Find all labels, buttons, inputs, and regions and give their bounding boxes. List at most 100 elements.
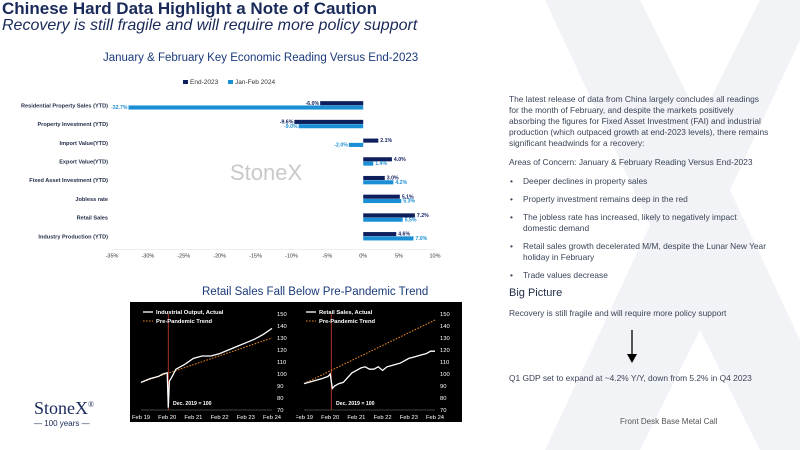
- bar-end2023: [363, 232, 397, 237]
- category-label: Residential Property Sales (YTD): [21, 103, 108, 109]
- legend-label-trend: Pre-Pandemic Trend: [319, 319, 376, 325]
- legend-swatch-end2023: [183, 80, 188, 84]
- legend-label-trend: Pre-Pandemic Trend: [156, 319, 213, 325]
- x-tick-label: Feb 22: [374, 415, 392, 421]
- y-tick-label: 120: [440, 348, 450, 354]
- data-label: 4.6%: [398, 232, 410, 238]
- industrial-output-chart: 70 80 90 100 110 120 130 140 150 Feb 19 Feb 20 Feb …: [132, 310, 287, 421]
- data-label: 7.2%: [417, 213, 429, 219]
- bar-janfeb2024: [363, 236, 414, 241]
- trend-line: [140, 337, 273, 383]
- y-tick-label: 70: [440, 408, 446, 414]
- page-subtitle: Recovery is still fragile and will requi…: [2, 17, 418, 34]
- y-tick-label: 140: [277, 324, 287, 330]
- x-tick-label: Feb 21: [184, 415, 202, 421]
- list-item: The jobless rate has increased, likely t…: [509, 212, 771, 234]
- x-tick-label: Feb 20: [158, 415, 176, 421]
- x-tick-label: Feb 24: [426, 415, 445, 421]
- data-label: 4.2%: [395, 180, 407, 186]
- x-tick-label: Feb 20: [321, 415, 339, 421]
- x-tick-label: 10%: [429, 254, 440, 260]
- bar-janfeb2024: [363, 217, 403, 222]
- bar-end2023: [320, 101, 364, 106]
- bar-end2023: [363, 213, 415, 218]
- category-label: Industry Production (YTD): [38, 234, 108, 240]
- bar-janfeb2024: [298, 124, 364, 129]
- x-tick-label: -5%: [322, 254, 332, 260]
- x-tick-label: Feb 19: [132, 415, 150, 421]
- bar-janfeb2024: [128, 105, 364, 110]
- x-tick-label: Feb 23: [237, 415, 255, 421]
- stonex-watermark: StoneX: [230, 160, 302, 185]
- y-tick-label: 130: [440, 336, 450, 342]
- x-tick-label: Feb 22: [211, 415, 229, 421]
- legend-label-actual: Retail Sales, Actual: [319, 310, 373, 316]
- line-charts-panel: [130, 302, 462, 422]
- list-item: Property investment remains deep in the …: [509, 194, 771, 205]
- bar-chart: End-2023 Jan-Feb 2024 -35% -30% -25% -20% -1…: [21, 79, 441, 260]
- concerns-heading: Areas of Concern: January & February Rea…: [509, 157, 753, 167]
- category-label: Jobless rate: [75, 197, 108, 203]
- gdp-forecast-text: Q1 GDP set to expand at ~4.2% Y/Y, down …: [509, 373, 752, 383]
- data-label: 1.4%: [375, 161, 387, 167]
- y-tick-label: 80: [440, 396, 446, 402]
- data-label: -2.0%: [334, 142, 348, 148]
- y-tick-label: 120: [277, 348, 287, 354]
- data-label: 3.0%: [387, 176, 399, 182]
- bar-end2023: [363, 138, 379, 143]
- y-tick-label: 70: [277, 408, 283, 414]
- trend-line: [303, 319, 436, 385]
- legend-swatch-janfeb2024: [228, 80, 233, 84]
- y-tick-label: 100: [440, 372, 450, 378]
- x-tick-label: Feb 24: [263, 415, 282, 421]
- bar-janfeb2024: [363, 198, 402, 204]
- index-note: Dec. 2019 = 100: [336, 401, 375, 407]
- bar-end2023: [294, 119, 364, 124]
- bar-janfeb2024: [363, 161, 374, 166]
- y-tick-label: 90: [440, 384, 446, 390]
- x-tick-label: Feb 23: [400, 415, 418, 421]
- bar-end2023: [363, 194, 400, 199]
- data-label: 4.0%: [394, 157, 406, 163]
- bar-chart-title: January & February Key Economic Reading …: [103, 52, 419, 64]
- x-tick-label: Feb 19: [296, 415, 313, 421]
- stonex-logo: StoneX®: [34, 398, 95, 418]
- intro-paragraph: The latest release of data from China la…: [509, 94, 769, 148]
- bar-end2023: [363, 175, 385, 181]
- category-label: Fixed Asset Investment (YTD): [29, 178, 108, 184]
- category-label: Import Value(YTD): [60, 141, 109, 147]
- category-label: Retail Sales: [77, 216, 108, 222]
- bar-janfeb2024: [348, 142, 364, 147]
- y-tick-label: 130: [277, 336, 287, 342]
- x-tick-label: 5%: [395, 254, 403, 260]
- list-item: Retail sales growth decelerated M/M, des…: [509, 241, 771, 263]
- concerns-list: Deeper declines in property sales Proper…: [509, 176, 771, 281]
- x-tick-label: -30%: [141, 254, 154, 260]
- y-tick-label: 150: [440, 312, 450, 318]
- data-label: -9.0%: [284, 124, 298, 130]
- down-arrow-icon: [627, 330, 637, 363]
- actual-line: [303, 350, 435, 390]
- x-tick-label: -25%: [177, 254, 190, 260]
- index-note: Dec. 2019 = 100: [173, 401, 212, 407]
- category-label: Export Value(YTD): [59, 159, 108, 165]
- legend-label-actual: Industrial Output, Actual: [156, 310, 224, 316]
- data-label: -9.6%: [280, 119, 294, 125]
- actual-line: [140, 327, 273, 408]
- y-tick-label: 100: [277, 372, 287, 378]
- bar-janfeb2024: [363, 180, 394, 185]
- y-tick-label: 80: [277, 396, 283, 402]
- footer-caption: Front Desk Base Metal Call: [620, 417, 718, 426]
- x-tick-label: -20%: [213, 254, 226, 260]
- line-chart-heading: Retail Sales Fall Below Pre-Pandemic Tre…: [202, 286, 429, 298]
- x-tick-label: -15%: [249, 254, 262, 260]
- retail-sales-chart: 70 80 90 100 110 120 130 140 150 Feb 19 Feb 20 Feb …: [296, 310, 450, 421]
- category-label: Property Investment (YTD): [37, 122, 108, 128]
- list-item: Deeper declines in property sales: [509, 176, 771, 187]
- big-picture-heading: Big Picture: [509, 287, 563, 299]
- data-label: 7.0%: [415, 236, 427, 242]
- legend-label-janfeb2024: Jan-Feb 2024: [235, 79, 275, 86]
- data-label: 5.1%: [402, 194, 414, 200]
- y-tick-label: 150: [277, 312, 287, 318]
- list-item: Trade values decrease: [509, 270, 771, 281]
